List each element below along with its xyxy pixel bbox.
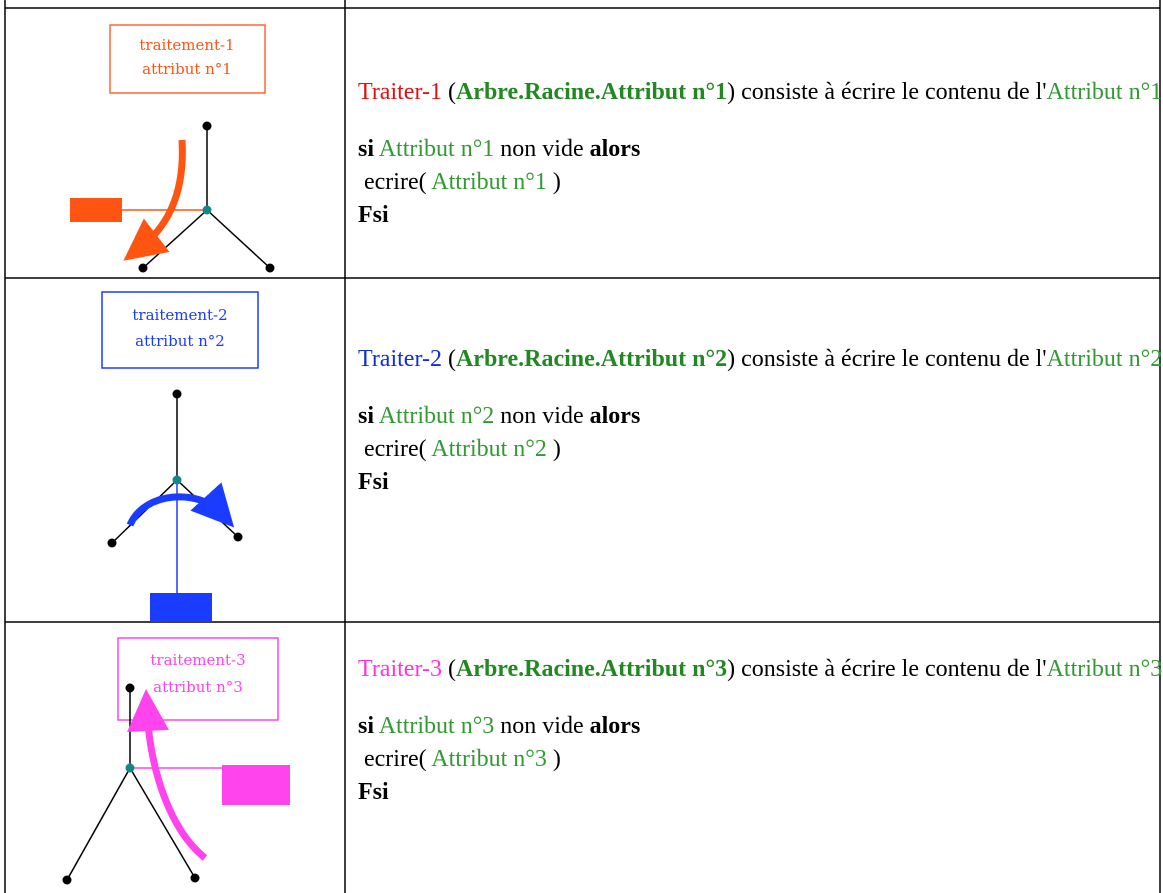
text-segment: non vide bbox=[500, 403, 584, 429]
text-segment: Attribut n°2 bbox=[431, 436, 547, 462]
text-segment: ecrire( bbox=[364, 169, 427, 195]
text-segment: Arbre.Racine.Attribut n°2 bbox=[455, 346, 728, 372]
text-segment: non vide bbox=[500, 713, 584, 739]
text-line: ecrire( Attribut n°3 ) bbox=[358, 743, 1148, 776]
text-line: Fsi bbox=[358, 776, 1148, 809]
text-segment: ) consiste à écrire le contenu de l' bbox=[727, 656, 1047, 682]
text-line: ecrire( Attribut n°1 ) bbox=[358, 166, 1148, 199]
text-segment: Traiter-1 bbox=[358, 79, 442, 105]
diagram-2 bbox=[101, 291, 259, 622]
text-line: Traiter-2 (Arbre.Racine.Attribut n°2) co… bbox=[358, 343, 1162, 376]
box-label: attribut n°2 bbox=[135, 332, 225, 350]
text-segment: si bbox=[358, 136, 375, 162]
text-segment: ) bbox=[552, 169, 561, 195]
text-segment: ecrire( bbox=[364, 436, 427, 462]
diagram-3 bbox=[62, 637, 290, 885]
text-segment: Attribut n°3 bbox=[378, 713, 495, 739]
text-line: Traiter-3 (Arbre.Racine.Attribut n°3) co… bbox=[358, 653, 1162, 686]
box-label: attribut n°3 bbox=[153, 678, 243, 696]
text-segment: ( bbox=[447, 79, 456, 105]
text-segment: Attribut n°1 : bbox=[1046, 79, 1163, 105]
text-line: si Attribut n°3 non vide alors bbox=[358, 710, 1148, 743]
box-label: attribut n°1 bbox=[142, 60, 232, 78]
text-segment: non vide bbox=[500, 136, 584, 162]
text-segment: si bbox=[358, 713, 375, 739]
text-segment: Attribut n°2 bbox=[378, 403, 495, 429]
description-cell: Traiter-2 (Arbre.Racine.Attribut n°2) co… bbox=[358, 343, 1162, 499]
text-segment: Attribut n°3 bbox=[431, 746, 547, 772]
text-segment: Attribut n°2 : bbox=[1046, 346, 1163, 372]
text-segment: alors bbox=[589, 136, 641, 162]
text-segment: ( bbox=[447, 346, 456, 372]
text-segment: Fsi bbox=[358, 469, 389, 495]
text-segment: si bbox=[358, 403, 375, 429]
text-segment: Traiter-3 bbox=[358, 656, 442, 682]
text-segment: ( bbox=[447, 656, 456, 682]
text-line: Fsi bbox=[358, 199, 1148, 232]
text-line: Fsi bbox=[358, 466, 1148, 499]
text-segment: Arbre.Racine.Attribut n°1 bbox=[455, 79, 728, 105]
text-segment: Fsi bbox=[358, 202, 389, 228]
box-label: traitement-3 bbox=[150, 651, 245, 669]
text-segment: Attribut n°3 : bbox=[1046, 656, 1163, 682]
text-line: si Attribut n°2 non vide alors bbox=[358, 400, 1148, 433]
text-segment: alors bbox=[589, 713, 641, 739]
text-segment: alors bbox=[589, 403, 641, 429]
text-segment: ) consiste à écrire le contenu de l' bbox=[727, 79, 1047, 105]
text-line: si Attribut n°1 non vide alors bbox=[358, 133, 1148, 166]
text-segment: ) bbox=[552, 746, 561, 772]
description-cell: Traiter-1 (Arbre.Racine.Attribut n°1) co… bbox=[358, 76, 1162, 232]
text-segment: ) bbox=[552, 436, 561, 462]
text-segment: Attribut n°1 bbox=[378, 136, 495, 162]
text-segment: Arbre.Racine.Attribut n°3 bbox=[455, 656, 728, 682]
text-segment: ecrire( bbox=[364, 746, 427, 772]
text-segment: Traiter-2 bbox=[358, 346, 442, 372]
text-segment: ) consiste à écrire le contenu de l' bbox=[727, 346, 1047, 372]
text-line: ecrire( Attribut n°2 ) bbox=[358, 433, 1148, 466]
diagram-1 bbox=[70, 24, 275, 273]
text-segment: Attribut n°1 bbox=[431, 169, 547, 195]
description-cell: Traiter-3 (Arbre.Racine.Attribut n°3) co… bbox=[358, 653, 1162, 809]
box-label: traitement-2 bbox=[132, 306, 227, 324]
box-label: traitement-1 bbox=[139, 36, 234, 54]
text-segment: Fsi bbox=[358, 779, 389, 805]
text-line: Traiter-1 (Arbre.Racine.Attribut n°1) co… bbox=[358, 76, 1162, 109]
